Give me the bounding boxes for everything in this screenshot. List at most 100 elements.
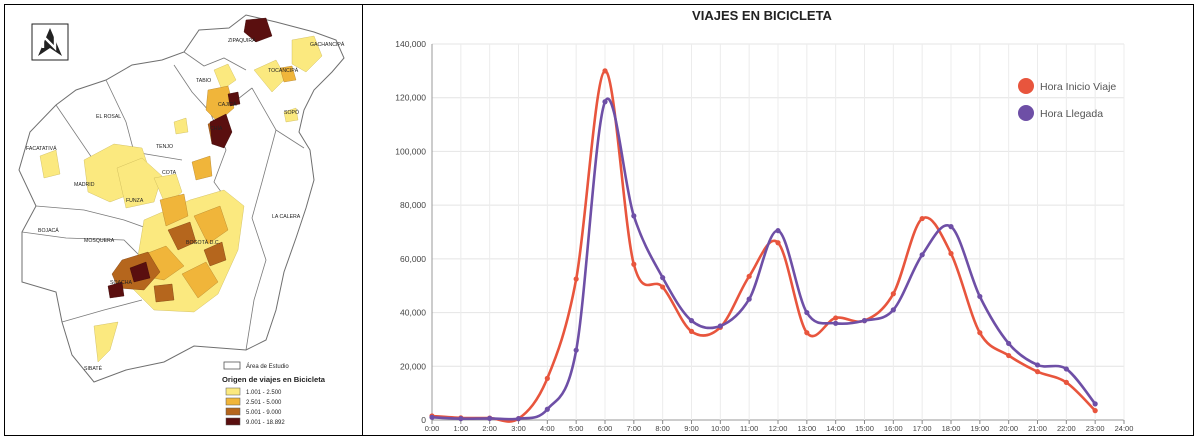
place-label: CHÍA <box>210 125 223 132</box>
place-label: ZIPAQUIRÁ <box>228 37 256 44</box>
data-point <box>804 330 810 336</box>
data-point <box>1006 340 1012 347</box>
data-point <box>775 228 781 234</box>
x-tick-label: 17:00 <box>913 424 932 433</box>
bike-trips-chart: VIAJES EN BICICLETA 0 20,000 40,000 60,000 8… <box>395 8 1134 433</box>
x-tick-label: 0:00 <box>425 424 440 433</box>
data-point <box>1006 352 1012 359</box>
x-tick-label: 10:00 <box>711 424 730 433</box>
data-point <box>919 215 925 222</box>
legend-class-label: 5.001 - 9.000 <box>246 410 282 416</box>
map-legend: Área de Estudio Origen de viajes en Bici… <box>222 361 326 426</box>
x-tick-label: 24:00 <box>1115 424 1134 433</box>
x-tick-label: 16:00 <box>884 424 903 433</box>
place-label: TENJO <box>156 144 173 150</box>
x-tick-label: 9:00 <box>684 424 699 433</box>
x-tick-label: 21:00 <box>1028 424 1047 433</box>
x-tick-label: 7:00 <box>627 424 642 433</box>
y-tick-label: 120,000 <box>395 93 426 103</box>
data-point <box>631 261 637 267</box>
legend-marker <box>1018 105 1034 121</box>
data-point <box>688 328 695 334</box>
legend-title: Origen de viajes en Bicicleta <box>222 375 326 384</box>
data-point <box>1063 379 1069 385</box>
data-point <box>631 213 637 219</box>
data-point <box>1092 401 1098 407</box>
place-label: SIBATÉ <box>84 365 103 372</box>
place-label: BOGOTÁ D.C. <box>186 239 220 246</box>
y-tick-label: 140,000 <box>395 39 426 49</box>
x-tick-label: 14:00 <box>826 424 845 433</box>
data-point <box>977 293 983 300</box>
x-tick-label: 18:00 <box>942 424 961 433</box>
legend-area-label: Área de Estudio <box>246 363 289 370</box>
data-point <box>1063 366 1069 372</box>
data-point <box>890 307 896 313</box>
legend-class-label: 9.001 - 18.892 <box>246 420 285 426</box>
place-label: SOPÓ <box>284 109 299 116</box>
data-point <box>717 323 723 329</box>
legend-class-label: 1.001 - 2.500 <box>246 390 282 396</box>
data-point <box>660 275 666 281</box>
x-tick-label: 15:00 <box>855 424 874 433</box>
y-tick-label: 20,000 <box>400 361 426 371</box>
x-tick-label: 1:00 <box>454 424 469 433</box>
legend-label: Hora Llegada <box>1040 108 1103 120</box>
x-tick-label: 5:00 <box>569 424 584 433</box>
place-label: TABIO <box>196 78 211 84</box>
chart-title: VIAJES EN BICICLETA <box>692 8 833 23</box>
x-tick-label: 22:00 <box>1057 424 1076 433</box>
data-point <box>1092 408 1098 414</box>
legend-swatch <box>225 417 241 426</box>
data-point <box>1034 369 1041 375</box>
chart-legend: Hora Inicio Viaje Hora Llegada <box>1018 78 1116 121</box>
x-tick-label: 11:00 <box>740 424 758 433</box>
north-arrow-icon <box>31 23 69 61</box>
data-point <box>429 414 435 420</box>
place-label: SOACHA <box>110 280 132 286</box>
data-point <box>573 276 579 282</box>
data-point <box>919 252 925 258</box>
place-label: EL ROSAL <box>96 114 121 120</box>
cell-divider <box>362 4 363 436</box>
study-area-map: ZIPAQUIRÁ GACHANCIPÁ TOCANCIPÁ TABIO CAJ… <box>18 14 345 426</box>
place-label: MOSQUERA <box>84 238 115 244</box>
x-tick-label: 3:00 <box>511 424 526 433</box>
x-tick-label: 20:00 <box>999 424 1018 433</box>
place-label: MADRID <box>74 182 95 188</box>
data-point <box>977 330 983 336</box>
place-label: BOJACÁ <box>38 227 59 234</box>
data-point <box>515 416 522 422</box>
data-point <box>804 309 810 316</box>
data-point <box>833 315 839 321</box>
data-point <box>890 291 896 297</box>
y-tick-label: 80,000 <box>400 200 426 210</box>
place-label: GACHANCIPÁ <box>310 41 345 48</box>
chart-panel: VIAJES EN BICICLETA 0 20,000 40,000 60,000 8… <box>366 4 1192 436</box>
data-point <box>948 250 954 257</box>
data-point <box>660 284 666 290</box>
data-point <box>602 68 608 74</box>
x-tick-label: 2:00 <box>482 424 497 433</box>
place-label: COTA <box>162 170 177 176</box>
x-tick-label: 6:00 <box>598 424 613 433</box>
data-point <box>573 347 579 353</box>
grid <box>431 43 1125 421</box>
place-label: LA CALERA <box>272 214 301 220</box>
data-point <box>746 273 752 279</box>
choropleth-class-4 <box>107 17 273 299</box>
legend-swatch <box>225 407 241 416</box>
x-tick-label: 4:00 <box>540 424 555 433</box>
data-point <box>688 318 695 324</box>
y-tick-label: 60,000 <box>400 254 426 264</box>
place-label: TOCANCIPÁ <box>268 67 299 74</box>
x-tick-label: 19:00 <box>970 424 989 433</box>
x-tick-label: 13:00 <box>797 424 816 433</box>
map-panel: ZIPAQUIRÁ GACHANCIPÁ TOCANCIPÁ TABIO CAJ… <box>14 10 352 434</box>
legend-swatch <box>225 387 241 396</box>
data-point <box>487 415 493 421</box>
legend-swatch <box>225 397 241 406</box>
y-tick-label: 100,000 <box>395 146 426 156</box>
legend-class-label: 2.501 - 5.000 <box>246 400 282 406</box>
data-point <box>544 375 550 381</box>
